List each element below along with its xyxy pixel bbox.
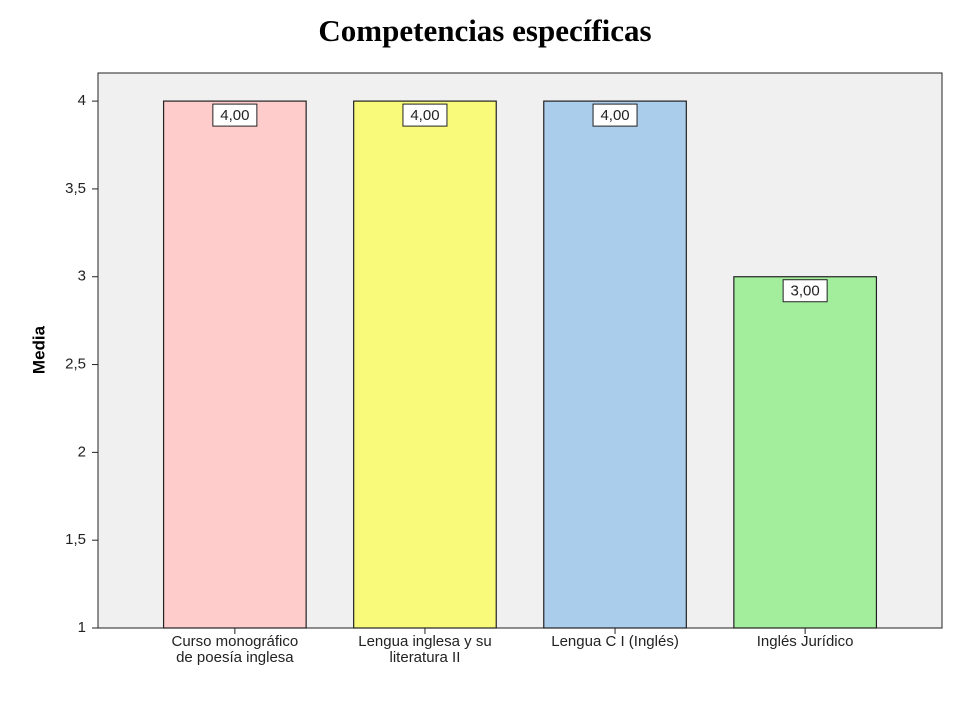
value-label: 3,00: [791, 283, 820, 300]
value-label-box: [782, 279, 828, 303]
y-tick-label: 1,5: [65, 531, 86, 548]
bar: [733, 276, 878, 629]
chart-title: Competencias específicas: [318, 13, 651, 48]
value-label: 4,00: [410, 107, 439, 124]
y-tick-label: 2,5: [65, 356, 86, 373]
y-axis-label: Media: [29, 325, 48, 374]
x-tick-label: Curso monográfico de poesía inglesa: [171, 633, 298, 666]
value-label: 4,00: [600, 107, 629, 124]
value-label: 4,00: [220, 107, 249, 124]
x-tick-label: Lengua C I (Inglés): [551, 633, 679, 650]
x-tick-label: Lengua inglesa y su literatura II: [358, 633, 491, 666]
value-label-box: [402, 103, 448, 127]
y-tick-label: 1: [78, 619, 86, 636]
bar: [162, 100, 307, 629]
y-tick-label: 3: [78, 268, 86, 285]
y-tick-label: 4: [78, 92, 86, 109]
bar: [353, 100, 497, 629]
bar: [543, 100, 687, 629]
x-tick-label: Inglés Jurídico: [757, 633, 854, 650]
value-label-box: [592, 103, 638, 127]
y-tick-label: 3,5: [65, 180, 86, 197]
y-tick-label: 2: [78, 443, 86, 460]
value-label-box: [212, 103, 258, 127]
